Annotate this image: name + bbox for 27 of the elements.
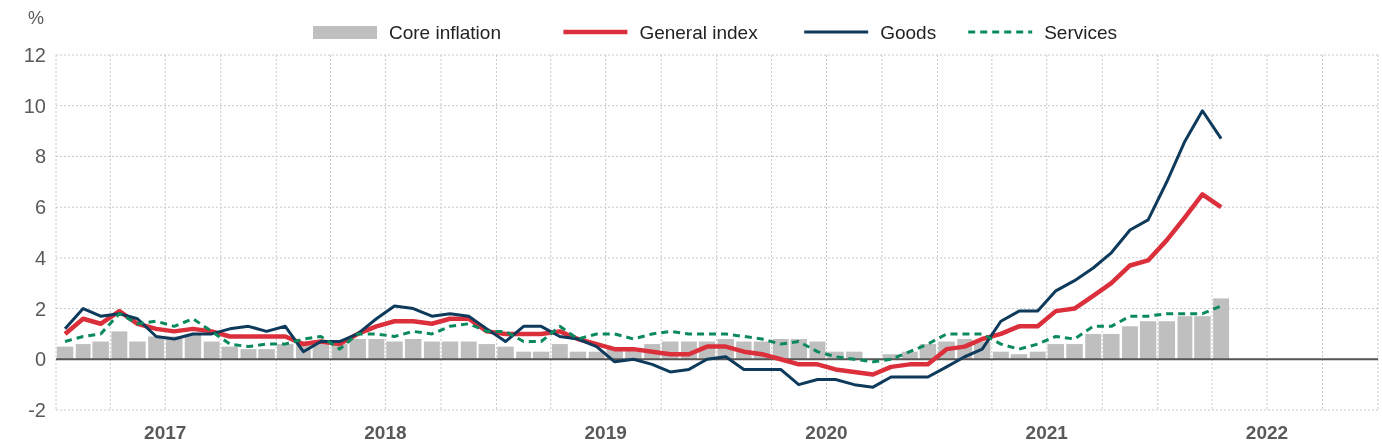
bar bbox=[404, 339, 422, 360]
legend-label: Core inflation bbox=[389, 21, 501, 43]
bar bbox=[1122, 326, 1138, 360]
x-tick-label: 2017 bbox=[144, 422, 187, 443]
bar bbox=[129, 341, 146, 360]
bar bbox=[460, 341, 477, 360]
bar bbox=[1066, 344, 1083, 360]
y-tick-label: 8 bbox=[34, 145, 46, 168]
line-series bbox=[63, 304, 1223, 364]
y-tick-label: 4 bbox=[34, 246, 46, 269]
y-tick-label: 0 bbox=[34, 348, 46, 371]
y-axis-title: % bbox=[27, 8, 45, 28]
legend-label: General index bbox=[639, 21, 759, 43]
line-series bbox=[63, 109, 1223, 389]
x-tick-label: 2018 bbox=[364, 422, 407, 443]
y-tick-label: 2 bbox=[34, 297, 46, 320]
bar bbox=[1177, 316, 1193, 360]
y-tick-label: 10 bbox=[23, 94, 46, 117]
x-tick-label: 2022 bbox=[1245, 422, 1289, 443]
y-tick-label: 6 bbox=[34, 196, 46, 219]
legend-label: Services bbox=[1044, 21, 1118, 43]
y-tick-label: 12 bbox=[23, 44, 46, 66]
x-tick-label: 2021 bbox=[1025, 422, 1069, 443]
x-tick-label: 2019 bbox=[584, 422, 627, 443]
legend-label: Goods bbox=[880, 21, 937, 43]
x-tick-label: 2020 bbox=[805, 422, 848, 443]
y-tick-label: -2 bbox=[28, 399, 46, 421]
